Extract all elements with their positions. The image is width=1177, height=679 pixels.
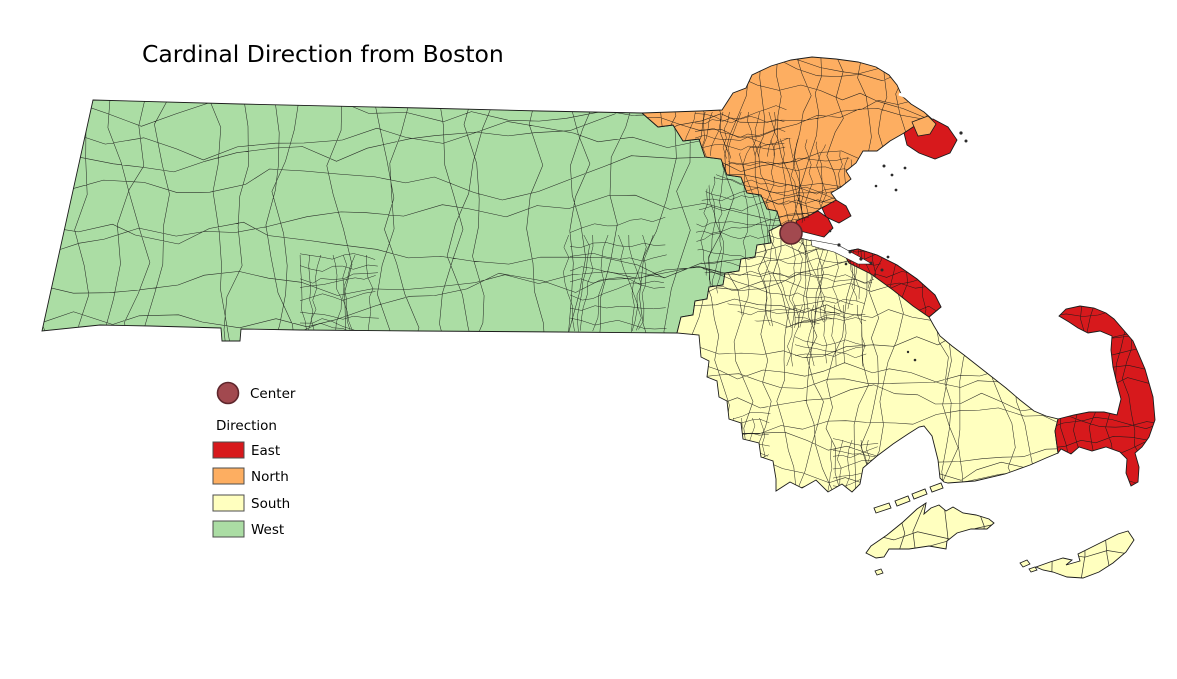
legend-label-west: West xyxy=(251,522,284,538)
legend-label-east: East xyxy=(251,443,280,459)
center-marker xyxy=(779,221,803,245)
legend-swatch-north xyxy=(212,467,245,485)
map-islets xyxy=(874,559,1038,576)
legend-label-south: South xyxy=(251,496,290,512)
map-region-east-outer-cape xyxy=(1054,305,1156,487)
legend-center-label: Center xyxy=(250,386,296,402)
tract-mesh-west xyxy=(42,100,781,341)
merrimack-river xyxy=(898,92,932,108)
chart-title: Cardinal Direction from Boston xyxy=(142,40,504,68)
island-specks xyxy=(828,131,968,362)
boston-harbor-water xyxy=(810,239,874,265)
legend: Center Direction East North South West xyxy=(212,381,296,538)
legend-center-marker-icon xyxy=(216,381,240,405)
map-island-marthas-vineyard xyxy=(865,502,995,559)
map-region-west xyxy=(41,99,782,342)
legend-group-title: Direction xyxy=(216,418,277,434)
legend-swatch-west xyxy=(212,520,245,538)
legend-swatch-east xyxy=(212,441,245,459)
legend-label-north: North xyxy=(251,469,289,485)
legend-swatch-south xyxy=(212,494,245,512)
